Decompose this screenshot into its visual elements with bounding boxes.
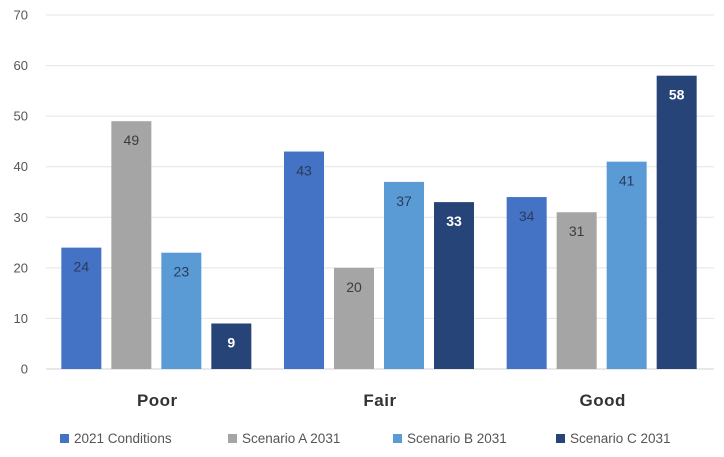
legend-item-scenario-a-2031: Scenario A 2031 xyxy=(228,431,340,446)
legend-swatch-2021-conditions xyxy=(60,434,69,443)
y-tick-label-50: 50 xyxy=(14,109,28,124)
legend-swatch-scenario-b-2031 xyxy=(393,434,402,443)
y-tick-label-60: 60 xyxy=(14,58,28,73)
y-tick-label-10: 10 xyxy=(14,311,28,326)
legend: 2021 Conditions Scenario A 2031 Scenario B… xyxy=(60,431,671,446)
bar-good-scenario-a-2031 xyxy=(556,212,597,369)
data-label-poor-scenario-c-2031: 9 xyxy=(227,334,235,350)
data-label-good-scenario-b-2031: 41 xyxy=(619,173,635,189)
data-label-poor-scenario-a-2031: 49 xyxy=(124,132,140,148)
data-label-good-scenario-c-2031: 58 xyxy=(669,87,685,103)
x-axis-ticks: Poor Fair Good xyxy=(137,391,625,410)
bar-fair-scenario-c-2031 xyxy=(434,202,474,369)
data-label-poor-2021-conditions: 24 xyxy=(74,259,90,275)
legend-label-scenario-b-2031: Scenario B 2031 xyxy=(407,431,507,446)
data-labels: 24 49 23 9 43 20 37 33 34 31 41 58 xyxy=(74,87,685,351)
y-tick-label-70: 70 xyxy=(14,8,28,23)
legend-label-2021-conditions: 2021 Conditions xyxy=(74,431,172,446)
x-tick-label-good: Good xyxy=(579,391,625,410)
legend-label-scenario-c-2031: Scenario C 2031 xyxy=(570,431,671,446)
data-label-fair-scenario-b-2031: 37 xyxy=(396,193,412,209)
data-label-fair-2021-conditions: 43 xyxy=(296,163,312,179)
bar-poor-scenario-c-2031 xyxy=(211,323,252,369)
bars xyxy=(61,75,697,369)
data-label-fair-scenario-c-2031: 33 xyxy=(446,213,462,229)
legend-item-2021-conditions: 2021 Conditions xyxy=(60,431,172,446)
legend-swatch-scenario-c-2031 xyxy=(556,434,565,443)
bar-fair-scenario-b-2031 xyxy=(384,181,424,369)
x-tick-label-fair: Fair xyxy=(363,391,396,410)
y-tick-label-40: 40 xyxy=(14,159,28,174)
y-tick-label-0: 0 xyxy=(21,362,28,377)
y-tick-label-20: 20 xyxy=(14,260,28,275)
data-label-good-2021-conditions: 34 xyxy=(519,208,535,224)
legend-label-scenario-a-2031: Scenario A 2031 xyxy=(242,431,340,446)
bar-good-scenario-b-2031 xyxy=(606,161,647,369)
bar-fair-2021-conditions xyxy=(284,151,324,369)
bar-poor-scenario-a-2031 xyxy=(111,121,152,369)
data-label-poor-scenario-b-2031: 23 xyxy=(174,264,190,280)
bar-good-2021-conditions xyxy=(506,197,547,369)
y-tick-label-30: 30 xyxy=(14,210,28,225)
legend-item-scenario-b-2031: Scenario B 2031 xyxy=(393,431,507,446)
bar-good-scenario-c-2031 xyxy=(656,75,697,369)
legend-item-scenario-c-2031: Scenario C 2031 xyxy=(556,431,671,446)
bar-fair-scenario-a-2031 xyxy=(334,267,374,369)
data-label-fair-scenario-a-2031: 20 xyxy=(346,279,362,295)
gridlines xyxy=(46,14,714,370)
bar-poor-scenario-b-2031 xyxy=(161,252,202,369)
x-tick-label-poor: Poor xyxy=(137,391,178,410)
data-label-good-scenario-a-2031: 31 xyxy=(569,223,585,239)
y-axis-ticks: 0 10 20 30 40 50 60 70 xyxy=(14,8,28,377)
bar-poor-2021-conditions xyxy=(61,247,102,369)
legend-swatch-scenario-a-2031 xyxy=(228,434,237,443)
